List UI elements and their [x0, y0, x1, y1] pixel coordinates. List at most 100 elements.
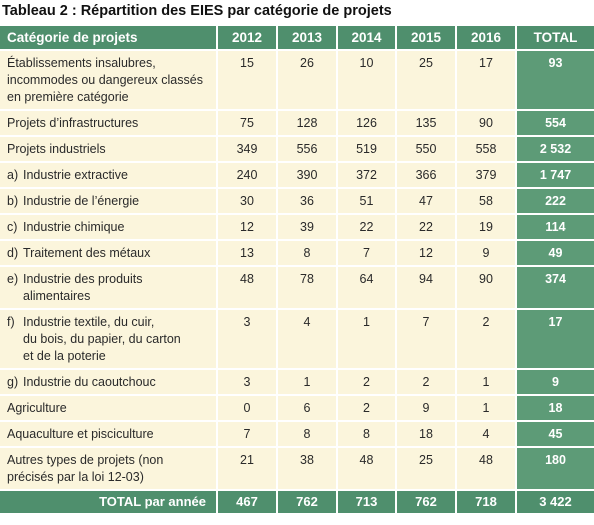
- cell-value: 2: [338, 370, 397, 396]
- table-row: e) Industrie des produits alimentaires 48 …: [0, 267, 594, 310]
- row-label: d) Traitement des métaux: [0, 241, 218, 267]
- row-label: e) Industrie des produits alimentaires: [0, 267, 218, 310]
- row-label-text: Traitement des métaux: [23, 246, 151, 260]
- footer-value: 718: [457, 491, 517, 515]
- cell-value: 2: [397, 370, 457, 396]
- cell-value: 12: [218, 215, 278, 241]
- row-total: 49: [517, 241, 594, 267]
- row-letter: e): [7, 272, 19, 286]
- cell-value: 379: [457, 163, 517, 189]
- cell-value: 135: [397, 111, 457, 137]
- row-label-text: Industrie des produits: [23, 272, 143, 286]
- cell-value: 21: [218, 448, 278, 491]
- row-label: f) Industrie textile, du cuir, du bois, du…: [0, 310, 218, 370]
- cell-value: 78: [278, 267, 338, 310]
- footer-label: TOTAL par année: [0, 491, 218, 515]
- table-row: Établissements insalubres, incommodes ou…: [0, 51, 594, 111]
- row-total: 1 747: [517, 163, 594, 189]
- cell-value: 556: [278, 137, 338, 163]
- cell-value: 9: [397, 396, 457, 422]
- cell-value: 48: [457, 448, 517, 491]
- cell-value: 558: [457, 137, 517, 163]
- cell-value: 18: [397, 422, 457, 448]
- cell-value: 22: [397, 215, 457, 241]
- cell-value: 90: [457, 267, 517, 310]
- cell-value: 25: [397, 448, 457, 491]
- row-total: 2 532: [517, 137, 594, 163]
- row-label-text: Industrie du caoutchouc: [23, 375, 156, 389]
- row-label-continuation: et de la poterie: [23, 349, 106, 363]
- cell-value: 3: [218, 370, 278, 396]
- header-total: TOTAL: [517, 26, 594, 51]
- cell-value: 36: [278, 189, 338, 215]
- table-title: Tableau 2 : Répartition des EIES par cat…: [2, 3, 392, 19]
- row-letter: d): [7, 246, 19, 260]
- row-label-text: Industrie chimique: [23, 220, 125, 234]
- cell-value: 3: [218, 310, 278, 370]
- row-letter: a): [7, 168, 19, 182]
- row-label: g) Industrie du caoutchouc: [0, 370, 218, 396]
- cell-value: 6: [278, 396, 338, 422]
- cell-value: 94: [397, 267, 457, 310]
- footer-value: 762: [397, 491, 457, 515]
- row-total: 374: [517, 267, 594, 310]
- header-year: 2014: [338, 26, 397, 51]
- row-label: Autres types de projets (non précisés pa…: [0, 448, 218, 491]
- table-row: a) Industrie extractive 240 390 372 366 3…: [0, 163, 594, 189]
- cell-value: 9: [457, 241, 517, 267]
- row-label: Aquaculture et pisciculture: [0, 422, 218, 448]
- cell-value: 7: [218, 422, 278, 448]
- cell-value: 126: [338, 111, 397, 137]
- row-label-text: Industrie extractive: [23, 168, 128, 182]
- eies-table: Catégorie de projets 2012 2013 2014 2015…: [0, 26, 594, 515]
- cell-value: 8: [278, 241, 338, 267]
- table-row: Projets d’infrastructures 75 128 126 135…: [0, 111, 594, 137]
- cell-value: 1: [338, 310, 397, 370]
- header-year: 2013: [278, 26, 338, 51]
- cell-value: 1: [457, 396, 517, 422]
- cell-value: 128: [278, 111, 338, 137]
- cell-value: 51: [338, 189, 397, 215]
- footer-value: 762: [278, 491, 338, 515]
- cell-value: 519: [338, 137, 397, 163]
- cell-value: 19: [457, 215, 517, 241]
- row-total: 222: [517, 189, 594, 215]
- cell-value: 349: [218, 137, 278, 163]
- row-total: 114: [517, 215, 594, 241]
- footer-row: TOTAL par année 467 762 713 762 718 3 42…: [0, 491, 594, 515]
- cell-value: 4: [457, 422, 517, 448]
- row-total: 180: [517, 448, 594, 491]
- row-letter: b): [7, 194, 19, 208]
- row-label-continuation: du bois, du papier, du carton: [23, 332, 181, 346]
- header-row: Catégorie de projets 2012 2013 2014 2015…: [0, 26, 594, 51]
- cell-value: 38: [278, 448, 338, 491]
- row-letter: f): [7, 315, 15, 329]
- row-label: Établissements insalubres, incommodes ou…: [0, 51, 218, 111]
- cell-value: 390: [278, 163, 338, 189]
- cell-value: 47: [397, 189, 457, 215]
- row-letter: c): [7, 220, 18, 234]
- header-category: Catégorie de projets: [0, 26, 218, 51]
- cell-value: 17: [457, 51, 517, 111]
- cell-value: 8: [278, 422, 338, 448]
- cell-value: 48: [218, 267, 278, 310]
- row-label: Agriculture: [0, 396, 218, 422]
- row-total: 18: [517, 396, 594, 422]
- table-row: Aquaculture et pisciculture 7 8 8 18 4 4…: [0, 422, 594, 448]
- table-row: c) Industrie chimique 12 39 22 22 19 114: [0, 215, 594, 241]
- cell-value: 7: [397, 310, 457, 370]
- cell-value: 10: [338, 51, 397, 111]
- table-row: Projets industriels 349 556 519 550 558 …: [0, 137, 594, 163]
- row-label: Projets d’infrastructures: [0, 111, 218, 137]
- table-row: b) Industrie de l’énergie 30 36 51 47 58 …: [0, 189, 594, 215]
- cell-value: 48: [338, 448, 397, 491]
- table-row: f) Industrie textile, du cuir, du bois, du…: [0, 310, 594, 370]
- cell-value: 1: [278, 370, 338, 396]
- cell-value: 8: [338, 422, 397, 448]
- row-label: Projets industriels: [0, 137, 218, 163]
- row-total: 45: [517, 422, 594, 448]
- cell-value: 7: [338, 241, 397, 267]
- cell-value: 12: [397, 241, 457, 267]
- footer-total: 3 422: [517, 491, 594, 515]
- row-label: b) Industrie de l’énergie: [0, 189, 218, 215]
